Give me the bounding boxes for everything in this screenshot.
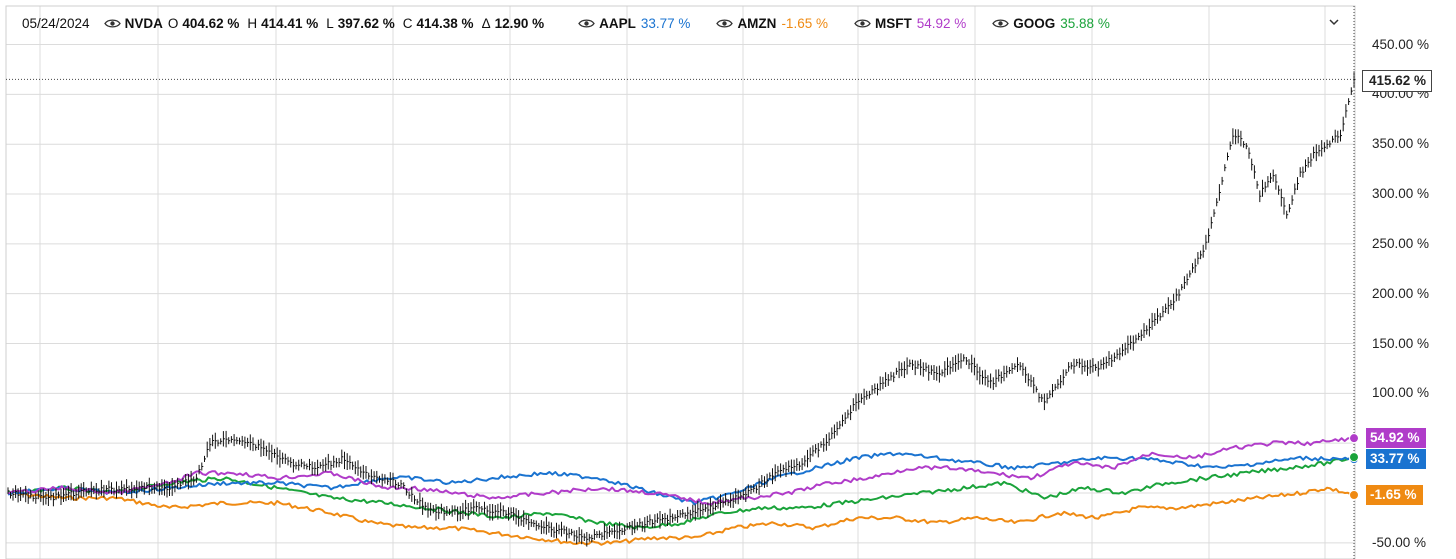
aapl-price-tag: 33.77 %: [1366, 449, 1426, 470]
legend-low-value: 397.62 %: [337, 15, 395, 31]
series-endpoints: [1349, 433, 1359, 500]
legend-value: 35.88 %: [1060, 15, 1110, 31]
legend-symbol: NVDA: [124, 15, 163, 31]
legend-high-label: H: [247, 15, 258, 31]
series-nvda-bars: [7, 71, 1356, 547]
legend-item-nvda: NVDA O 404.62 % H 414.41 % L 397.62 % C …: [103, 15, 553, 31]
legend-value: 54.92 %: [916, 15, 967, 31]
eye-icon[interactable]: [992, 18, 1010, 29]
y-tick-label: -50.00 %: [1372, 534, 1427, 550]
legend-close-value: 414.38 %: [416, 15, 474, 31]
legend-date: 05/24/2024: [22, 15, 90, 31]
legend-value: -1.65 %: [781, 15, 828, 31]
legend-symbol: AMZN: [737, 15, 777, 31]
legend-close-label: C: [402, 15, 413, 31]
legend-open-value: 404.62 %: [182, 15, 240, 31]
legend-item-msft: MSFT 54.92 %: [854, 16, 966, 31]
legend-open-label: O: [167, 15, 179, 31]
chevron-down-icon[interactable]: [1326, 14, 1342, 30]
last-price-tag: 415.62 %: [1362, 70, 1433, 92]
legend-symbol: AAPL: [599, 15, 636, 31]
series-msft-line: [7, 437, 1355, 506]
eye-icon[interactable]: [578, 18, 595, 29]
series-goog-line: [7, 456, 1355, 530]
legend-change-value: 12.90 %: [494, 15, 545, 31]
legend-low-label: L: [326, 15, 334, 31]
legend-value: 33.77 %: [640, 15, 691, 31]
series-amzn-line: [7, 486, 1355, 546]
legend-change-label: Δ: [481, 15, 491, 31]
y-tick-label: 150.00 %: [1372, 335, 1430, 351]
amzn-price-tag: -1.65 %: [1366, 484, 1423, 505]
y-tick-label: 350.00 %: [1372, 136, 1430, 152]
y-tick-label: 200.00 %: [1372, 285, 1430, 301]
plot-border: [5, 5, 1356, 559]
eye-icon[interactable]: [103, 18, 121, 29]
series-layer: [7, 71, 1356, 547]
eye-icon[interactable]: [854, 18, 871, 29]
y-tick-label: 300.00 %: [1372, 186, 1430, 202]
series-goog-endpoint: [1349, 452, 1359, 463]
msft-price-tag: 54.92 %: [1366, 428, 1426, 449]
legend-item-goog: GOOG 35.88 %: [992, 16, 1110, 31]
y-tick-label: 450.00 %: [1372, 36, 1430, 52]
series-msft-endpoint: [1349, 433, 1359, 444]
chart-legend: 05/24/2024 NVDA O 404.62 % H 414.41 % L …: [22, 13, 1136, 33]
legend-symbol: MSFT: [874, 15, 912, 31]
legend-item-aapl: AAPL 33.77 %: [578, 16, 690, 31]
eye-icon[interactable]: [716, 18, 734, 29]
grid-lines: [6, 6, 1355, 559]
legend-item-amzn: AMZN -1.65 %: [716, 16, 828, 31]
legend-high-value: 414.41 %: [261, 15, 319, 31]
legend-symbol: GOOG: [1013, 15, 1056, 31]
series-amzn-endpoint: [1349, 489, 1359, 500]
y-tick-label: 100.00 %: [1372, 385, 1430, 401]
y-tick-label: 250.00 %: [1372, 235, 1430, 251]
